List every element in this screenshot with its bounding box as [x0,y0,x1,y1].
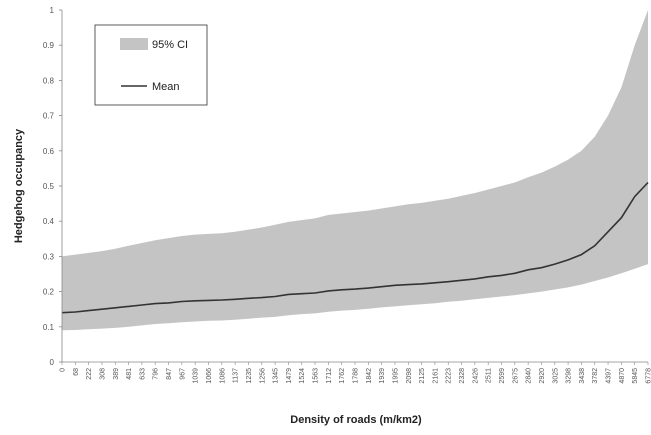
x-tick-label: 2161 [432,368,439,384]
x-tick-label: 1788 [353,368,360,384]
ci-band-layer [62,10,648,331]
x-tick-label: 2675 [512,368,519,384]
x-tick-label: 3025 [552,368,559,384]
y-tick-label: 0.7 [43,112,55,121]
x-tick-label: 2426 [472,368,479,384]
x-tick-label: 1939 [379,368,386,384]
x-tick-label: 6778 [646,368,651,384]
x-tick-label: 0 [60,368,67,372]
y-tick-label: 0.6 [43,147,55,156]
ci-band [62,10,648,331]
x-tick-label: 1086 [219,368,226,384]
legend-box [94,24,208,106]
legend-label-ci: 95% CI [152,39,188,51]
x-axis-title: Density of roads (m/km2) [290,414,422,426]
x-tick-label: 796 [153,368,160,380]
x-tick-label: 2599 [499,368,506,384]
mean-line-layer [61,181,649,314]
x-tick-label: 1842 [366,368,373,384]
x-tick-label: 1345 [273,368,280,384]
y-axis-title: Hedgehog occupancy [13,128,25,243]
x-tick-label: 1039 [193,368,200,384]
x-tick-label: 1235 [246,368,253,384]
x-tick-label: 481 [126,368,133,380]
x-tick-label: 4397 [606,368,613,384]
x-tick-label: 847 [166,368,173,380]
x-tick-label: 633 [139,368,146,380]
x-tick-label: 1563 [313,368,320,384]
x-tick-label: 967 [179,368,186,380]
legend-label-mean: Mean [152,81,180,93]
x-tick-label: 2098 [406,368,413,384]
y-tick-label: 0 [50,358,55,367]
x-tick-label: 1524 [299,368,306,384]
x-tick-label: 1066 [206,368,213,384]
y-tick-label: 0.1 [43,323,55,332]
x-tick-label: 3298 [566,368,573,384]
mean-line [61,181,649,314]
y-tick-label: 0.9 [43,41,55,50]
y-tick-label: 1 [50,6,55,15]
y-tick-label: 0.3 [43,252,55,261]
y-tick-label: 0.2 [43,288,55,297]
x-tick-label: 1137 [233,368,240,383]
x-tick-label: 1712 [326,368,333,384]
x-tick-label: 2511 [486,368,493,383]
y-tick-label: 0.4 [43,217,55,226]
legend-swatch-ci [120,38,148,50]
x-tick-label: 1762 [339,368,346,384]
x-tick-label: 222 [86,368,93,380]
x-tick-label: 68 [73,368,80,376]
x-tick-label: 308 [100,368,107,380]
x-tick-label: 1479 [286,368,293,384]
x-tick-labels: 0 68 222 308 389 481 633 796 847 967 1039 1066 1086 1… [60,362,651,384]
y-tick-labels: 0 0.1 0.2 0.3 0.4 0.5 0.6 0.7 0.8 0.9 1 [43,6,62,367]
x-tick-label: 4870 [619,368,626,384]
y-tick-label: 0.5 [43,182,55,191]
x-tick-label: 2920 [539,368,546,384]
x-tick-label: 2328 [459,368,466,384]
x-tick-label: 1995 [393,368,400,384]
x-tick-label: 5845 [632,368,639,384]
x-tick-label: 3782 [592,368,599,384]
y-tick-label: 0.8 [43,76,55,85]
x-tick-label: 2840 [526,368,533,384]
x-tick-label: 2125 [419,368,426,384]
legend: 95% CI Mean [94,24,208,106]
x-tick-label: 1256 [259,368,266,384]
x-tick-label: 3438 [579,368,586,384]
x-tick-label: 2223 [446,368,453,384]
x-tick-label: 389 [113,368,120,380]
